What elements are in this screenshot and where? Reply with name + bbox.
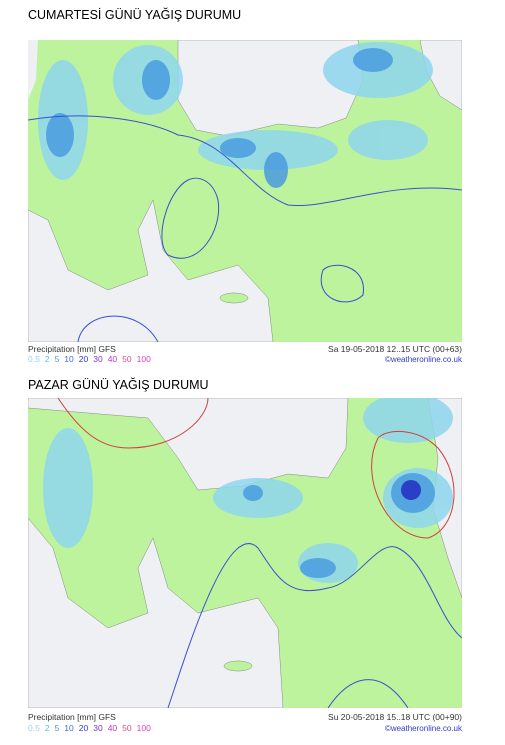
- legend-item: 50: [122, 354, 132, 364]
- legend-item: 100: [136, 723, 151, 733]
- legend-item: 5: [54, 354, 60, 364]
- caption-right: Su 20-05-2018 15..18 UTC (00+90): [328, 712, 462, 722]
- caption-left: Precipitation [mm] GFS: [28, 344, 116, 354]
- weather-map: [28, 398, 462, 708]
- legend: 0.5 2 5 10 20 30 40 50 100: [28, 723, 156, 733]
- legend-item: 0.5: [28, 354, 40, 364]
- legend-item: 2: [44, 354, 50, 364]
- legend-item: 20: [78, 354, 89, 364]
- legend-item: 100: [136, 354, 151, 364]
- heading: CUMARTESİ GÜNÜ YAĞIŞ DURUMU: [28, 8, 242, 22]
- legend: 0.5 2 5 10 20 30 40 50 100: [28, 354, 156, 364]
- credit: ©weatheronline.co.uk: [384, 355, 462, 364]
- weather-map: [28, 40, 462, 342]
- legend-item: 30: [93, 723, 103, 733]
- caption-right: Sa 19-05-2018 12..15 UTC (00+63): [328, 344, 462, 354]
- legend-item: 50: [122, 723, 132, 733]
- legend-item: 40: [107, 723, 118, 733]
- legend-item: 10: [64, 723, 74, 733]
- legend-item: 40: [107, 354, 118, 364]
- legend-item: 5: [54, 723, 60, 733]
- legend-item: 20: [78, 723, 89, 733]
- legend-item: 0.5: [28, 723, 40, 733]
- legend-item: 30: [93, 354, 103, 364]
- heading: PAZAR GÜNÜ YAĞIŞ DURUMU: [28, 378, 209, 392]
- caption-left: Precipitation [mm] GFS: [28, 712, 116, 722]
- legend-item: 2: [44, 723, 50, 733]
- credit: ©weatheronline.co.uk: [384, 724, 462, 733]
- legend-item: 10: [64, 354, 74, 364]
